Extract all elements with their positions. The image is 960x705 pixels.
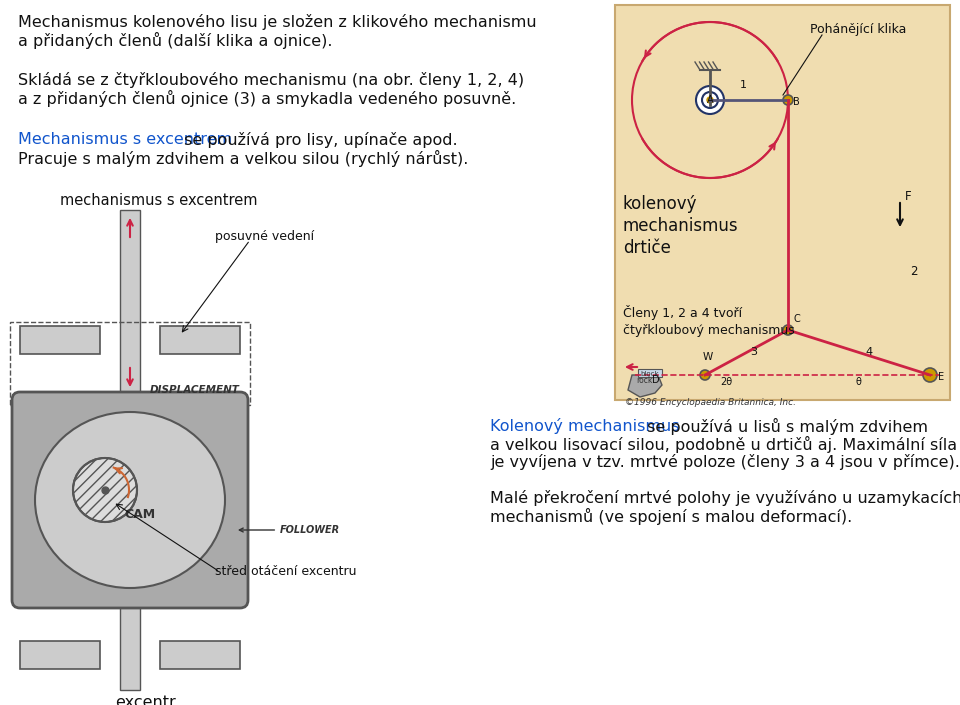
Text: F: F	[905, 190, 912, 203]
Text: D: D	[652, 375, 660, 385]
Bar	[10, 322, 250, 405]
Text: CAM: CAM	[125, 508, 156, 522]
Circle shape	[702, 92, 718, 108]
Text: a přidaných členů (další klika a ojnice).: a přidaných členů (další klika a ojnice)…	[18, 32, 332, 49]
Text: 1: 1	[740, 80, 747, 90]
Bar	[120, 210, 140, 400]
Polygon shape	[628, 375, 662, 397]
Text: se používá pro lisy, upínače apod.: se používá pro lisy, upínače apod.	[179, 132, 458, 148]
Text: Mechanismus kolenového lisu je složen z klikového mechanismu: Mechanismus kolenového lisu je složen z …	[18, 14, 537, 30]
Text: C: C	[793, 314, 800, 324]
Text: se používá u lisů s malým zdvihem: se používá u lisů s malým zdvihem	[642, 418, 928, 435]
Circle shape	[783, 325, 793, 335]
Text: B: B	[793, 97, 800, 107]
Text: a velkou lisovací silou, podobně u drtičů aj. Maximální síla: a velkou lisovací silou, podobně u drtič…	[490, 436, 957, 453]
Ellipse shape	[35, 412, 225, 588]
FancyBboxPatch shape	[12, 392, 248, 608]
Text: θ: θ	[855, 377, 861, 387]
Text: Pohánějící klika: Pohánějící klika	[810, 23, 906, 36]
Bar	[160, 641, 240, 669]
Bar	[638, 369, 662, 377]
Circle shape	[73, 458, 137, 522]
Text: mechanismus s excentrem: mechanismus s excentrem	[60, 193, 257, 208]
Bar	[160, 326, 240, 354]
Text: 2: 2	[910, 265, 918, 278]
Text: E: E	[938, 372, 944, 382]
Bar	[20, 326, 100, 354]
Text: střed otáčení excentru: střed otáčení excentru	[215, 565, 356, 578]
Text: Mechanismus s excentrem: Mechanismus s excentrem	[18, 132, 232, 147]
Text: Pracuje s malým zdvihem a velkou silou (rychlý nárůst).: Pracuje s malým zdvihem a velkou silou (…	[18, 150, 468, 167]
Text: Členy 1, 2 a 4 tvoří
čtyřkloubový mechanismus: Členy 1, 2 a 4 tvoří čtyřkloubový mechan…	[623, 305, 795, 337]
Text: Malé překročení mrtvé polohy je využíváno u uzamykacích: Malé překročení mrtvé polohy je využíván…	[490, 490, 960, 506]
Text: W: W	[703, 352, 713, 362]
Text: ©1996 Encyclopaedia Britannica, Inc.: ©1996 Encyclopaedia Britannica, Inc.	[625, 398, 796, 407]
Text: je vyvíjena v tzv. mrtvé poloze (členy 3 a 4 jsou v přímce).: je vyvíjena v tzv. mrtvé poloze (členy 3…	[490, 454, 960, 470]
Text: A: A	[707, 95, 713, 105]
Bar	[120, 600, 140, 690]
Text: 4: 4	[865, 347, 872, 357]
Text: DISPLACEMENT: DISPLACEMENT	[150, 385, 240, 395]
Text: 2θ: 2θ	[720, 377, 732, 387]
Bar	[20, 641, 100, 669]
Text: 3: 3	[750, 347, 757, 357]
Text: block: block	[640, 371, 659, 377]
Circle shape	[696, 86, 724, 114]
Text: rock: rock	[636, 376, 653, 385]
Text: Skládá se z čtyřkloubového mechanismu (na obr. členy 1, 2, 4): Skládá se z čtyřkloubového mechanismu (n…	[18, 72, 524, 88]
Bar	[615, 5, 950, 400]
Text: excentr: excentr	[115, 695, 176, 705]
Circle shape	[700, 370, 710, 380]
Circle shape	[783, 95, 793, 105]
Text: posuvné vedení: posuvné vedení	[215, 230, 314, 243]
Text: mechanismů (ve spojení s malou deformací).: mechanismů (ve spojení s malou deformací…	[490, 508, 852, 525]
Text: kolenový
mechanismus
drtiče: kolenový mechanismus drtiče	[623, 195, 738, 257]
Circle shape	[923, 368, 937, 382]
Text: a z přidaných členů ojnice (3) a smykadla vedeného posuvně.: a z přidaných členů ojnice (3) a smykadl…	[18, 90, 516, 107]
Circle shape	[707, 97, 713, 103]
Text: FOLLOWER: FOLLOWER	[239, 525, 340, 535]
Text: Kolenový mechanismus: Kolenový mechanismus	[490, 418, 680, 434]
